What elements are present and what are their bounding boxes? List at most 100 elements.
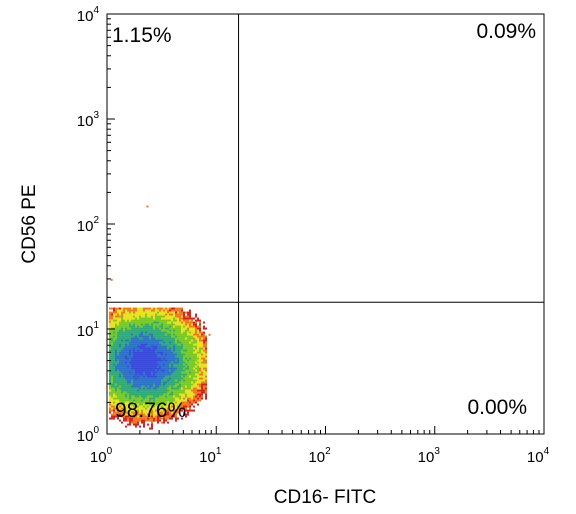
density-cell	[175, 380, 177, 382]
density-cell	[139, 320, 141, 322]
density-cell	[135, 336, 137, 338]
density-cell	[179, 340, 181, 342]
density-cell	[117, 396, 119, 398]
density-cell	[137, 344, 139, 346]
density-cell	[121, 372, 123, 374]
density-cell	[159, 390, 161, 392]
density-cell	[197, 318, 199, 320]
density-cell	[133, 392, 135, 394]
density-cell	[183, 374, 185, 376]
density-cell	[151, 352, 153, 354]
density-cell	[137, 390, 139, 392]
density-cell	[119, 382, 121, 384]
density-cell	[127, 308, 129, 310]
density-cell	[111, 332, 113, 334]
density-cell	[171, 384, 173, 386]
density-cell	[201, 334, 203, 336]
density-cell	[181, 314, 183, 316]
density-cell	[139, 386, 141, 388]
density-cell	[183, 344, 185, 346]
density-cell	[117, 338, 119, 340]
density-cell	[185, 384, 187, 386]
density-cell	[153, 348, 155, 350]
density-cell	[151, 342, 153, 344]
density-cell	[161, 370, 163, 372]
density-cell	[167, 376, 169, 378]
density-cell	[185, 366, 187, 368]
density-cell	[109, 410, 111, 412]
density-cell	[133, 336, 135, 338]
density-cell	[161, 374, 163, 376]
density-cell	[159, 378, 161, 380]
density-cell	[149, 366, 151, 368]
density-cell	[177, 392, 179, 394]
density-cell	[189, 410, 191, 412]
density-cell	[143, 322, 145, 324]
density-cell	[173, 382, 175, 384]
density-cell	[139, 376, 141, 378]
density-cell	[113, 320, 115, 322]
density-cell	[159, 364, 161, 366]
density-cell	[163, 330, 165, 332]
density-cell	[191, 398, 193, 400]
density-cell	[197, 376, 199, 378]
density-cell	[115, 362, 117, 364]
density-cell	[133, 360, 135, 362]
density-cell	[155, 308, 157, 310]
density-cell	[139, 348, 141, 350]
density-cell	[159, 370, 161, 372]
density-cell	[135, 334, 137, 336]
density-cell	[187, 332, 189, 334]
density-cell	[111, 364, 113, 366]
density-cell	[163, 392, 165, 394]
density-cell	[183, 316, 185, 318]
density-cell	[111, 382, 113, 384]
density-cell	[143, 320, 145, 322]
density-cell	[165, 352, 167, 354]
density-cell	[121, 390, 123, 392]
density-cell	[109, 400, 111, 402]
density-cell	[129, 354, 131, 356]
density-cell	[135, 340, 137, 342]
density-cell	[167, 340, 169, 342]
density-cell	[169, 392, 171, 394]
density-cell	[177, 378, 179, 380]
density-cell	[157, 350, 159, 352]
density-cell	[143, 374, 145, 376]
density-cell	[171, 354, 173, 356]
density-cell	[117, 360, 119, 362]
density-cell	[183, 332, 185, 334]
density-cell	[143, 312, 145, 314]
density-cell	[111, 372, 113, 374]
density-cell	[169, 380, 171, 382]
density-cell	[133, 368, 135, 370]
density-cell	[189, 370, 191, 372]
density-cell	[189, 320, 191, 322]
density-cell	[131, 318, 133, 320]
density-cell	[179, 362, 181, 364]
density-cell	[195, 390, 197, 392]
density-cell	[127, 362, 129, 364]
density-cell	[109, 378, 111, 380]
density-cell	[161, 352, 163, 354]
density-cell	[153, 364, 155, 366]
density-cell	[141, 326, 143, 328]
density-cell	[147, 324, 149, 326]
density-cell	[133, 364, 135, 366]
density-cell	[117, 376, 119, 378]
quadrant-lower-left-percent: 98.76%	[115, 399, 186, 422]
density-cell	[199, 342, 201, 344]
density-cell	[159, 354, 161, 356]
density-cell	[167, 328, 169, 330]
density-cell	[109, 316, 111, 318]
density-cell	[167, 368, 169, 370]
density-cell	[189, 384, 191, 386]
density-cell	[199, 364, 201, 366]
density-cell	[181, 338, 183, 340]
density-cell	[143, 388, 145, 390]
density-cell	[139, 314, 141, 316]
density-cell	[179, 308, 181, 310]
density-cell	[113, 314, 115, 316]
density-cell	[121, 340, 123, 342]
density-cell	[139, 330, 141, 332]
